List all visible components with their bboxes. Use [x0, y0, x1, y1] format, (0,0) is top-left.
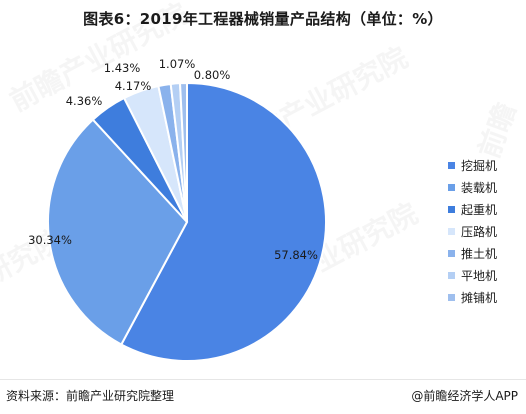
pie-slice-7 [178, 81, 188, 223]
legend-swatch [448, 227, 455, 235]
legend-swatch [448, 249, 455, 257]
legend-label: 平地机 [461, 268, 498, 283]
pie-slice-1 [119, 81, 327, 362]
legend-swatch [448, 205, 455, 213]
legend-label: 挖掘机 [461, 158, 498, 173]
source-note: 资料来源：前瞻产业研究院整理 [6, 389, 175, 403]
legend-label: 起重机 [461, 202, 498, 217]
pie-chart: 57.84% 30.34% 4.36% 4.17% 1.43% 1.07%0.80% [28, 57, 327, 362]
legend-item: 推土机 [448, 242, 497, 264]
legend-swatch [448, 271, 455, 279]
legend-label: 压路机 [461, 224, 498, 239]
legend-label: 摊铺机 [461, 290, 498, 305]
legend-swatch [448, 183, 455, 191]
legend-label: 装载机 [461, 180, 498, 195]
legend-swatch [448, 161, 455, 169]
legend-item: 摊铺机 [448, 286, 497, 308]
slice-data-label: 4.36% [66, 94, 103, 108]
legend-item: 起重机 [448, 198, 497, 220]
legend-item: 压路机 [448, 220, 497, 242]
slice-data-label: 30.34% [28, 233, 72, 247]
chart-title: 图表6：2019年工程器械销量产品结构（单位：%） [83, 10, 443, 28]
legend-item: 平地机 [448, 264, 497, 286]
legend-label: 推土机 [461, 246, 498, 261]
legend-item: 装载机 [448, 176, 497, 198]
legend-item: 挖掘机 [448, 154, 497, 176]
brand-credit: @前瞻经济学人APP [411, 389, 518, 403]
pie-slice-2 [47, 118, 189, 346]
slice-data-label: 57.84% [274, 248, 318, 262]
slice-data-label: 4.17% [115, 79, 152, 93]
slice-data-label: 1.43% [104, 61, 141, 75]
footer-divider [0, 379, 526, 380]
chart-legend: 挖掘机装载机起重机压路机推土机平地机摊铺机 [448, 154, 497, 308]
legend-swatch [448, 293, 455, 301]
slice-data-label: 1.07% [159, 57, 196, 71]
slice-data-label: 0.80% [194, 68, 231, 82]
